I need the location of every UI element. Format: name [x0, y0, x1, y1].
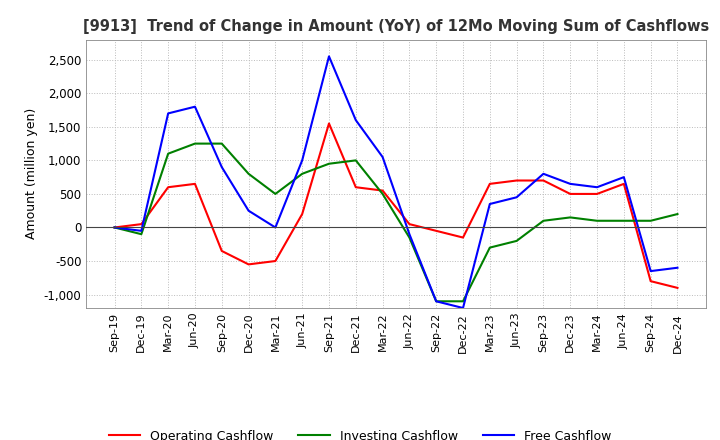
Free Cashflow [137, 228, 145, 234]
Free Cashflow [459, 305, 467, 311]
Free Cashflow [647, 268, 655, 274]
Operating Cashflow [647, 279, 655, 284]
Operating Cashflow [485, 181, 494, 187]
Operating Cashflow [619, 181, 628, 187]
Operating Cashflow [298, 211, 307, 216]
Investing Cashflow [432, 299, 441, 304]
Operating Cashflow [217, 248, 226, 253]
Investing Cashflow [619, 218, 628, 224]
Operating Cashflow [593, 191, 601, 197]
Operating Cashflow [191, 181, 199, 187]
Investing Cashflow [298, 171, 307, 176]
Investing Cashflow [405, 235, 414, 240]
Investing Cashflow [164, 151, 173, 156]
Free Cashflow [351, 117, 360, 123]
Investing Cashflow [191, 141, 199, 146]
Free Cashflow [513, 194, 521, 200]
Operating Cashflow [271, 258, 279, 264]
Investing Cashflow [378, 191, 387, 197]
Operating Cashflow [405, 221, 414, 227]
Operating Cashflow [513, 178, 521, 183]
Free Cashflow [191, 104, 199, 109]
Operating Cashflow [378, 188, 387, 193]
Operating Cashflow [432, 228, 441, 234]
Line: Operating Cashflow: Operating Cashflow [114, 124, 678, 288]
Free Cashflow [593, 184, 601, 190]
Free Cashflow [619, 175, 628, 180]
Free Cashflow [485, 202, 494, 207]
Free Cashflow [432, 299, 441, 304]
Free Cashflow [673, 265, 682, 270]
Investing Cashflow [539, 218, 548, 224]
Operating Cashflow [673, 285, 682, 290]
Title: [9913]  Trend of Change in Amount (YoY) of 12Mo Moving Sum of Cashflows: [9913] Trend of Change in Amount (YoY) o… [83, 19, 709, 34]
Free Cashflow [271, 225, 279, 230]
Free Cashflow [110, 225, 119, 230]
Operating Cashflow [325, 121, 333, 126]
Investing Cashflow [217, 141, 226, 146]
Free Cashflow [378, 154, 387, 160]
Investing Cashflow [459, 299, 467, 304]
Operating Cashflow [110, 225, 119, 230]
Line: Free Cashflow: Free Cashflow [114, 56, 678, 308]
Investing Cashflow [271, 191, 279, 197]
Operating Cashflow [539, 178, 548, 183]
Free Cashflow [244, 208, 253, 213]
Operating Cashflow [164, 184, 173, 190]
Operating Cashflow [244, 262, 253, 267]
Y-axis label: Amount (million yen): Amount (million yen) [25, 108, 38, 239]
Operating Cashflow [351, 184, 360, 190]
Free Cashflow [566, 181, 575, 187]
Investing Cashflow [566, 215, 575, 220]
Investing Cashflow [325, 161, 333, 166]
Free Cashflow [217, 165, 226, 170]
Investing Cashflow [673, 211, 682, 216]
Investing Cashflow [593, 218, 601, 224]
Free Cashflow [539, 171, 548, 176]
Legend: Operating Cashflow, Investing Cashflow, Free Cashflow: Operating Cashflow, Investing Cashflow, … [109, 429, 611, 440]
Line: Investing Cashflow: Investing Cashflow [114, 143, 678, 301]
Investing Cashflow [485, 245, 494, 250]
Investing Cashflow [351, 158, 360, 163]
Free Cashflow [325, 54, 333, 59]
Investing Cashflow [110, 225, 119, 230]
Investing Cashflow [244, 171, 253, 176]
Investing Cashflow [137, 231, 145, 237]
Free Cashflow [405, 231, 414, 237]
Investing Cashflow [513, 238, 521, 244]
Investing Cashflow [647, 218, 655, 224]
Operating Cashflow [137, 221, 145, 227]
Free Cashflow [164, 111, 173, 116]
Operating Cashflow [459, 235, 467, 240]
Operating Cashflow [566, 191, 575, 197]
Free Cashflow [298, 158, 307, 163]
